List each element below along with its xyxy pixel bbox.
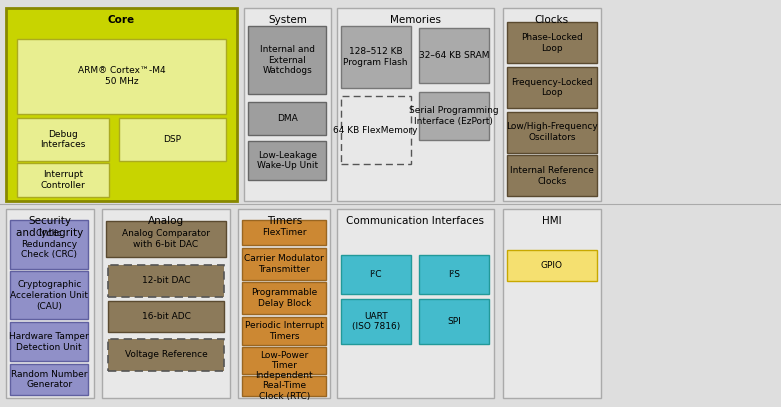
Text: Phase-Locked
Loop: Phase-Locked Loop: [521, 33, 583, 53]
Text: Programmable
Delay Block: Programmable Delay Block: [251, 289, 317, 308]
FancyBboxPatch shape: [341, 96, 411, 164]
Text: Interrupt
Controller: Interrupt Controller: [41, 170, 86, 190]
FancyBboxPatch shape: [6, 8, 237, 201]
Text: DMA: DMA: [277, 114, 298, 123]
FancyBboxPatch shape: [242, 347, 326, 374]
Text: Voltage Reference: Voltage Reference: [125, 350, 207, 359]
Text: Carrier Modulator
Transmitter: Carrier Modulator Transmitter: [244, 254, 324, 274]
Text: I²C: I²C: [369, 270, 382, 279]
FancyBboxPatch shape: [507, 22, 597, 63]
Text: 12-bit DAC: 12-bit DAC: [141, 276, 191, 285]
FancyBboxPatch shape: [242, 282, 326, 314]
FancyBboxPatch shape: [119, 118, 226, 161]
Text: 32–64 KB SRAM: 32–64 KB SRAM: [419, 51, 489, 61]
Text: Internal Reference
Clocks: Internal Reference Clocks: [510, 166, 594, 186]
FancyBboxPatch shape: [17, 39, 226, 114]
FancyBboxPatch shape: [503, 209, 601, 398]
FancyBboxPatch shape: [106, 221, 226, 257]
Text: I²S: I²S: [448, 270, 460, 279]
Text: Clocks: Clocks: [535, 15, 569, 26]
FancyBboxPatch shape: [507, 155, 597, 196]
Text: Frequency-Locked
Loop: Frequency-Locked Loop: [511, 78, 593, 97]
FancyBboxPatch shape: [10, 271, 88, 319]
Text: Low/High-Frequency
Oscillators: Low/High-Frequency Oscillators: [506, 123, 597, 142]
FancyBboxPatch shape: [10, 220, 88, 269]
FancyBboxPatch shape: [341, 299, 411, 344]
FancyBboxPatch shape: [419, 92, 489, 140]
FancyBboxPatch shape: [10, 364, 88, 395]
Text: Serial Programming
Interface (EzPort): Serial Programming Interface (EzPort): [409, 106, 498, 126]
Text: 128–512 KB
Program Flash: 128–512 KB Program Flash: [344, 47, 408, 67]
Text: Internal and
External
Watchdogs: Internal and External Watchdogs: [260, 45, 315, 75]
FancyBboxPatch shape: [102, 209, 230, 398]
Text: Periodic Interrupt
Timers: Periodic Interrupt Timers: [245, 321, 323, 341]
Text: Random Number
Generator: Random Number Generator: [11, 370, 87, 389]
FancyBboxPatch shape: [507, 67, 597, 108]
Text: Timers: Timers: [266, 216, 302, 226]
FancyBboxPatch shape: [17, 163, 109, 197]
FancyBboxPatch shape: [242, 317, 326, 345]
FancyBboxPatch shape: [242, 248, 326, 280]
FancyBboxPatch shape: [242, 376, 326, 396]
FancyBboxPatch shape: [248, 102, 326, 135]
Text: 16-bit ADC: 16-bit ADC: [141, 312, 191, 321]
FancyBboxPatch shape: [248, 26, 326, 94]
Text: System: System: [268, 15, 307, 26]
FancyBboxPatch shape: [17, 118, 109, 161]
FancyBboxPatch shape: [337, 209, 494, 398]
Text: Independent
Real-Time
Clock (RTC): Independent Real-Time Clock (RTC): [255, 371, 313, 401]
Text: FlexTimer: FlexTimer: [262, 228, 306, 237]
Text: Low-Leakage
Wake-Up Unit: Low-Leakage Wake-Up Unit: [257, 151, 318, 171]
FancyBboxPatch shape: [337, 8, 494, 201]
FancyBboxPatch shape: [419, 255, 489, 294]
FancyBboxPatch shape: [507, 250, 597, 281]
FancyBboxPatch shape: [507, 112, 597, 153]
Text: HMI: HMI: [542, 216, 562, 226]
Text: UART
(ISO 7816): UART (ISO 7816): [351, 312, 400, 331]
FancyBboxPatch shape: [341, 26, 411, 88]
Text: DSP: DSP: [163, 135, 181, 144]
Text: Low-Power
Timer: Low-Power Timer: [260, 350, 308, 370]
Text: ARM® Cortex™-M4
50 MHz: ARM® Cortex™-M4 50 MHz: [77, 66, 166, 86]
Text: 64 KB FlexMemory: 64 KB FlexMemory: [333, 125, 418, 135]
FancyBboxPatch shape: [419, 299, 489, 344]
FancyBboxPatch shape: [238, 209, 330, 398]
FancyBboxPatch shape: [6, 209, 94, 398]
Text: Communication Interfaces: Communication Interfaces: [347, 216, 484, 226]
Text: Security
and Integrity: Security and Integrity: [16, 216, 84, 238]
FancyBboxPatch shape: [248, 141, 326, 180]
Text: Analog Comparator
with 6-bit DAC: Analog Comparator with 6-bit DAC: [122, 229, 210, 249]
FancyBboxPatch shape: [108, 339, 224, 371]
Text: Cyclic
Redundancy
Check (CRC): Cyclic Redundancy Check (CRC): [21, 229, 77, 259]
Text: Memories: Memories: [390, 15, 441, 26]
FancyBboxPatch shape: [503, 8, 601, 201]
Text: SPI: SPI: [447, 317, 461, 326]
Text: Analog: Analog: [148, 216, 184, 226]
FancyBboxPatch shape: [242, 220, 326, 245]
Text: Core: Core: [108, 15, 135, 26]
FancyBboxPatch shape: [10, 322, 88, 361]
Text: Debug
Interfaces: Debug Interfaces: [41, 129, 86, 149]
Text: Cryptographic
Acceleration Unit
(CAU): Cryptographic Acceleration Unit (CAU): [10, 280, 88, 311]
FancyBboxPatch shape: [419, 28, 489, 83]
FancyBboxPatch shape: [341, 255, 411, 294]
FancyBboxPatch shape: [244, 8, 331, 201]
FancyBboxPatch shape: [108, 265, 224, 297]
Text: Hardware Tamper
Detection Unit: Hardware Tamper Detection Unit: [9, 332, 89, 352]
FancyBboxPatch shape: [108, 301, 224, 332]
Text: GPIO: GPIO: [540, 261, 563, 270]
